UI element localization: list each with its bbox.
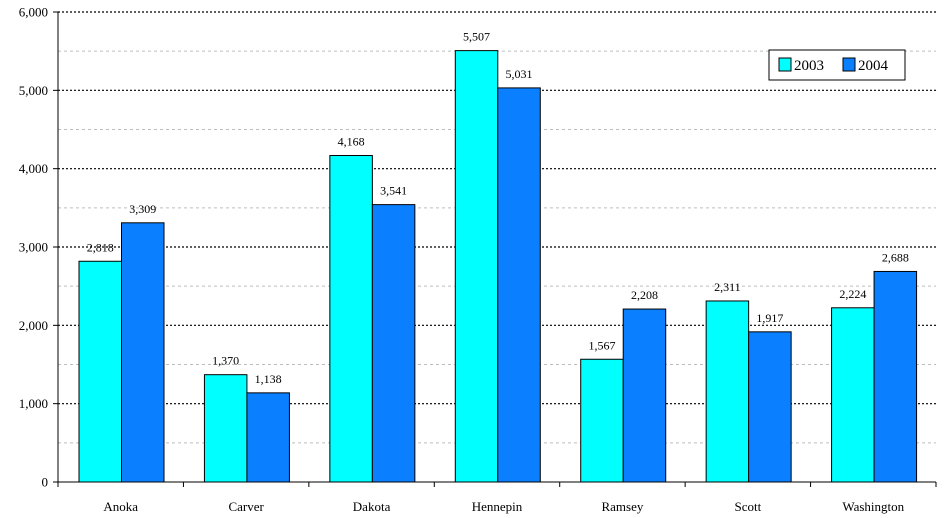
y-tick-label: 3,000 [19,240,48,255]
data-label: 2,688 [882,250,909,264]
legend: 2003 2004 [768,49,906,81]
data-label: 2,311 [714,280,741,294]
x-tick-label: Hennepin [472,499,523,514]
y-tick-label: 4,000 [19,161,48,176]
bar-2004-ramsey [622,308,667,483]
data-label: 2,818 [87,240,114,254]
data-labels: 2,818 1,370 4,168 5,507 1,567 2,311 2,224 3,309… [87,30,909,386]
x-tick-label: Scott [734,499,761,514]
bar-2004-anoka [121,222,165,483]
bar-2003-dakota [329,155,373,483]
x-tick-label: Ramsey [601,499,643,514]
legend-swatch-2004 [842,57,856,72]
data-label: 5,031 [506,67,533,81]
bar-2003-scott [705,300,750,483]
x-tick-label: Dakota [353,499,391,514]
bar-2004-hennepin [497,87,541,483]
data-label: 4,168 [338,135,365,149]
y-tick-label: 2,000 [19,318,48,333]
x-tick-label: Washington [842,499,904,514]
y-tick-label: 1,000 [19,396,48,411]
bar-2003-washington [831,307,875,483]
x-axis-ticks: Anoka Carver Dakota Hennepin Ramsey Scott Wash… [57,482,937,514]
bars [78,50,918,483]
data-label: 1,567 [588,338,615,352]
bar-2004-washington [873,270,918,483]
bar-2004-carver [246,392,290,483]
legend-swatch-2003 [778,57,792,72]
bar-2004-scott [748,331,792,483]
data-label: 1,138 [255,372,282,386]
y-tick-label: 5,000 [19,83,48,98]
bar-2003-ramsey [580,358,624,483]
bar-2003-hennepin [454,50,499,483]
data-label: 2,208 [631,288,658,302]
y-tick-label: 0 [42,475,49,490]
bar-2003-anoka [78,260,122,483]
x-tick-label: Carver [228,499,264,514]
data-label: 3,309 [129,202,156,216]
legend-label-2004: 2004 [858,58,889,74]
data-label: 1,917 [756,311,783,325]
data-label: 5,507 [463,30,490,44]
data-label: 2,224 [839,287,866,301]
data-label: 3,541 [380,184,407,198]
y-axis-ticks: 0 1,000 2,000 3,000 4,000 5,000 6,000 [19,5,58,490]
x-tick-label: Anoka [103,499,138,514]
bar-2004-dakota [371,204,416,483]
legend-label-2003: 2003 [794,58,824,74]
bar-2003-carver [203,374,248,483]
legend-box [768,49,906,81]
y-tick-label: 6,000 [19,5,48,20]
data-label: 1,370 [212,354,239,368]
